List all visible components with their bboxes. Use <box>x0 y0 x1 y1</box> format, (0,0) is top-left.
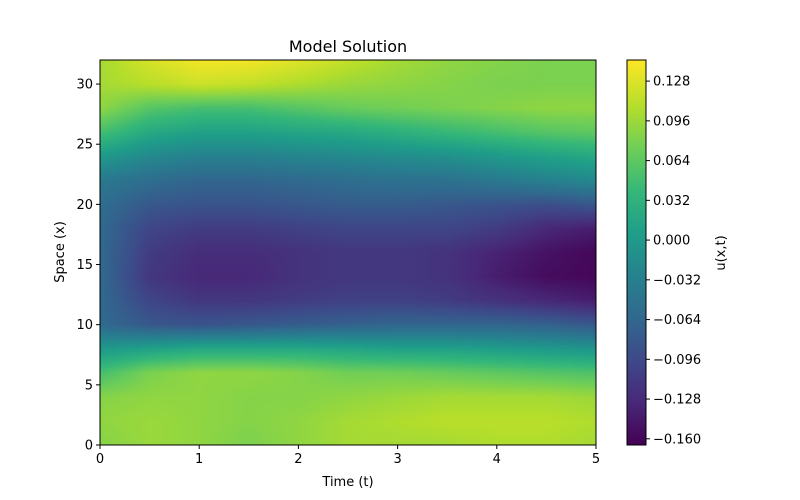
colorbar-tick-label: 0.064 <box>653 154 690 169</box>
colorbar-tick-label: 0.000 <box>653 234 690 249</box>
x-axis-label: Time (t) <box>321 475 373 490</box>
colorbar-tick-label: −0.096 <box>653 353 701 368</box>
colorbar-ticks: −0.160 −0.128 −0.096 −0.064 −0.032 0.000 0.032… <box>646 75 701 447</box>
y-tick-label: 10 <box>76 318 93 333</box>
plot-frame <box>99 59 597 446</box>
y-tick-label: 25 <box>76 138 93 153</box>
x-tick-label: 3 <box>393 452 401 467</box>
colorbar-tick-label: −0.064 <box>653 313 701 328</box>
x-tick-label: 5 <box>592 452 600 467</box>
x-axis: 0 1 2 3 4 5 <box>96 445 600 467</box>
colorbar-tick-label: 0.032 <box>653 194 690 209</box>
y-tick-label: 20 <box>76 198 93 213</box>
colorbar-tick-label: −0.032 <box>653 273 701 288</box>
colorbar-tick-label: −0.160 <box>653 432 701 447</box>
y-tick-label: 5 <box>85 378 93 393</box>
heatmap-area <box>100 60 596 445</box>
colorbar-label: u(x,t) <box>714 235 729 270</box>
y-axis-label: Space (x) <box>53 221 68 283</box>
x-tick-label: 0 <box>96 452 104 467</box>
colorbar <box>626 59 647 446</box>
y-axis: 0 5 10 15 20 25 30 <box>76 78 100 454</box>
x-tick-label: 4 <box>493 452 501 467</box>
colorbar-tick-label: 0.096 <box>653 114 690 129</box>
colorbar-tick-label: −0.128 <box>653 393 701 408</box>
y-tick-label: 0 <box>85 439 93 454</box>
colorbar-tick-label: 0.128 <box>653 75 690 90</box>
y-tick-label: 30 <box>76 78 93 93</box>
x-tick-label: 1 <box>195 452 203 467</box>
x-tick-label: 2 <box>294 452 302 467</box>
chart-title: Model Solution <box>289 37 407 56</box>
y-tick-label: 15 <box>76 258 93 273</box>
heatmap-image <box>100 60 596 445</box>
